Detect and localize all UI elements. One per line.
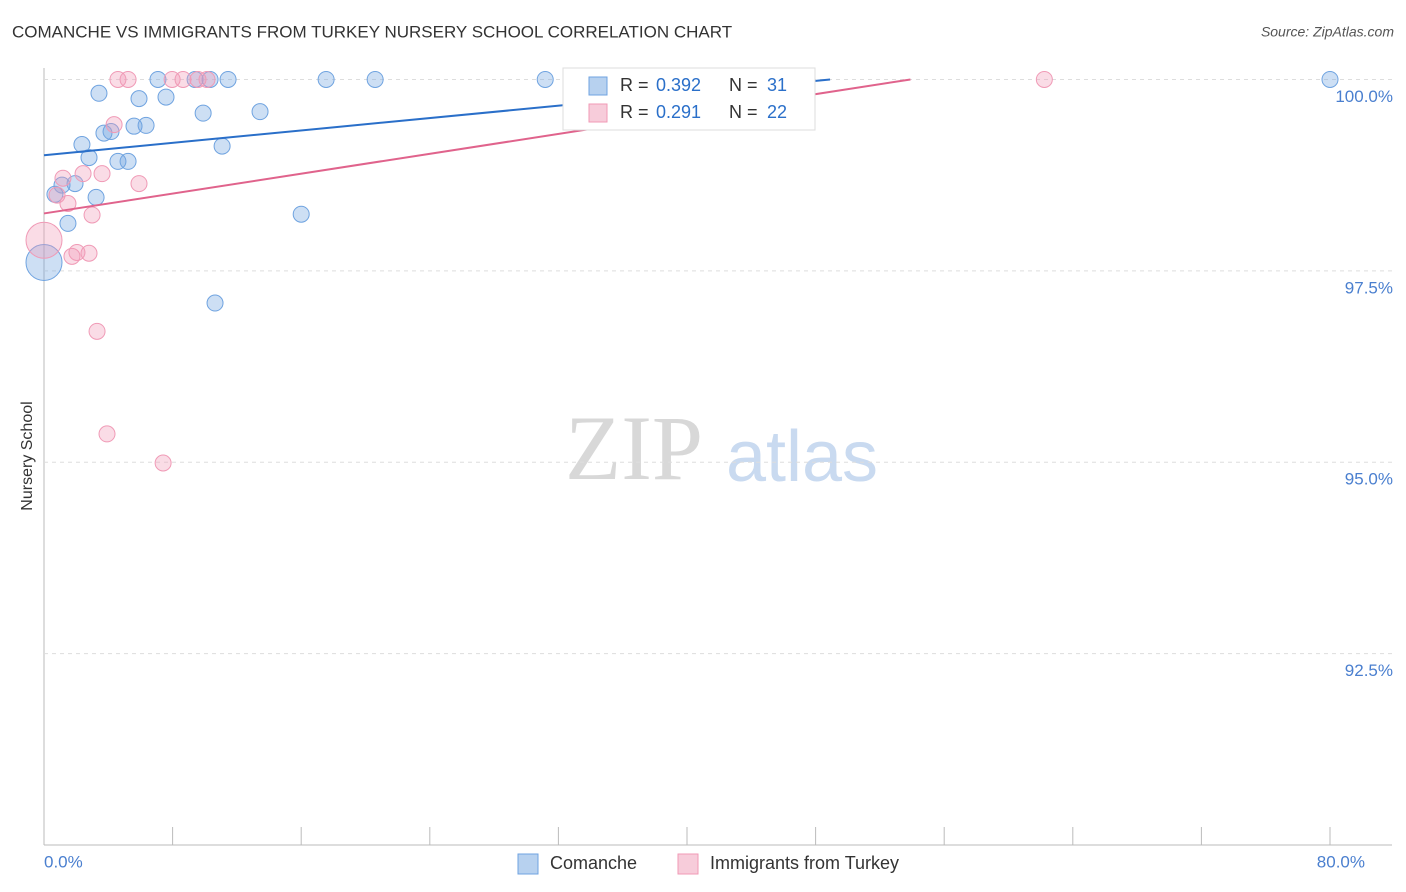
legend-n: 22 [767, 102, 787, 122]
x-tick-label: 0.0% [44, 852, 83, 871]
point [154, 454, 172, 472]
point [189, 70, 207, 88]
point [536, 70, 554, 88]
legend: R = 0.392 N = 31 R = 0.291 N = 22 [562, 67, 816, 131]
point [366, 70, 384, 88]
legend-swatch [517, 853, 539, 875]
point [59, 194, 77, 212]
watermark: atlas [726, 417, 878, 497]
legend-swatch [588, 76, 608, 96]
grid: 92.5% 95.0% 97.5% 100.0% 0.0% 80.0% [43, 68, 1393, 871]
legend-n-label: N = [729, 75, 758, 95]
point [59, 214, 77, 232]
point [90, 84, 108, 102]
legend-n: 31 [767, 75, 787, 95]
point [53, 176, 71, 194]
legend-label: Comanche [550, 853, 637, 873]
point [105, 116, 123, 134]
point [317, 70, 335, 88]
legend-swatch [588, 103, 608, 123]
source: Source: ZipAtlas.com [1261, 24, 1394, 40]
point [157, 88, 175, 106]
point [219, 70, 237, 88]
point [292, 205, 310, 223]
legend-label: Immigrants from Turkey [710, 853, 899, 873]
point [198, 70, 216, 88]
legend-r: 0.392 [656, 75, 701, 95]
point [88, 322, 106, 340]
point [194, 104, 212, 122]
point [130, 90, 148, 108]
point [109, 152, 127, 170]
point [251, 103, 269, 121]
legend-r-label: R = [620, 102, 649, 122]
point [109, 70, 127, 88]
legend-swatch [677, 853, 699, 875]
point [80, 149, 98, 167]
point [119, 152, 137, 170]
point [80, 244, 98, 262]
y-tick-label: 92.5% [1345, 661, 1393, 680]
point [125, 117, 143, 135]
x-tick-label: 80.0% [1317, 852, 1365, 871]
point [1321, 70, 1339, 88]
legend-r-label: R = [620, 75, 649, 95]
point [98, 425, 116, 443]
y-axis-label: Nursery School [19, 401, 36, 510]
point [54, 169, 72, 187]
point [93, 165, 111, 183]
point [74, 165, 92, 183]
point [149, 70, 167, 88]
point [25, 243, 63, 281]
chart-title: COMANCHE VS IMMIGRANTS FROM TURKEY NURSE… [12, 22, 732, 41]
point [174, 70, 192, 88]
y-tick-label: 100.0% [1335, 87, 1393, 106]
point [119, 70, 137, 88]
point [1035, 70, 1053, 88]
point [87, 188, 105, 206]
point [206, 294, 224, 312]
legend-r: 0.291 [656, 102, 701, 122]
point [137, 116, 155, 134]
point [25, 221, 63, 259]
point [68, 243, 86, 261]
point [83, 206, 101, 224]
y-tick-label: 95.0% [1345, 470, 1393, 489]
point [213, 137, 231, 155]
legend-n-label: N = [729, 102, 758, 122]
y-tick-label: 97.5% [1345, 278, 1393, 297]
point [130, 175, 148, 193]
watermark: ZIP [565, 397, 703, 499]
